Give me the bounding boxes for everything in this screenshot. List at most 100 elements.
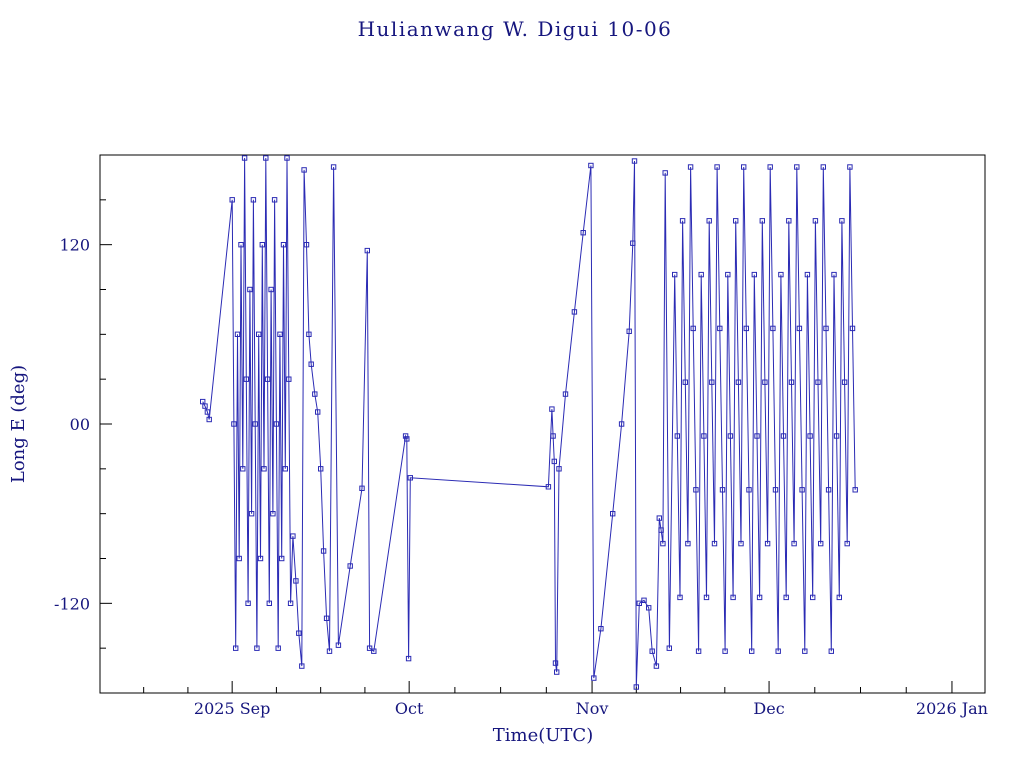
- data-point-marker: [844, 540, 850, 547]
- data-point-marker: [804, 271, 811, 278]
- data-point-marker: [786, 218, 792, 224]
- data-point-marker: [238, 242, 244, 248]
- data-point-marker: [550, 433, 556, 439]
- data-point-marker: [248, 511, 255, 517]
- data-point-marker: [653, 663, 660, 669]
- data-point-marker: [287, 600, 294, 606]
- data-point-marker: [549, 406, 555, 412]
- data-point-marker: [660, 540, 666, 547]
- data-series: [200, 155, 858, 690]
- data-point-marker: [236, 555, 242, 562]
- data-point-marker: [571, 309, 578, 315]
- data-point-marker: [754, 433, 760, 439]
- data-point-marker: [554, 669, 560, 675]
- data-point-marker: [312, 391, 318, 397]
- data-point-marker: [286, 376, 292, 382]
- x-tick-label: Nov: [576, 699, 609, 718]
- data-point-marker: [703, 594, 710, 601]
- data-point-marker: [727, 433, 734, 439]
- data-point-marker: [743, 325, 749, 332]
- data-point-marker: [794, 164, 800, 170]
- data-point-marker: [556, 466, 562, 472]
- x-tick-label: Oct: [395, 699, 424, 718]
- data-point-marker: [746, 487, 752, 493]
- x-tick-label: 2026 Jan: [916, 699, 988, 718]
- data-point-marker: [364, 247, 371, 254]
- data-point-marker: [335, 642, 342, 648]
- data-point-marker: [717, 325, 723, 332]
- data-point-marker: [618, 421, 625, 427]
- data-point-marker: [256, 331, 262, 338]
- data-point-marker: [706, 218, 712, 224]
- data-point-marker: [588, 162, 594, 169]
- data-point-marker: [775, 648, 781, 654]
- data-point-marker: [206, 416, 212, 423]
- data-point-marker: [259, 242, 266, 248]
- data-point-marker: [301, 167, 307, 173]
- data-point-marker: [257, 555, 264, 562]
- data-point-marker: [245, 600, 251, 606]
- data-point-marker: [551, 458, 557, 465]
- data-point-marker: [751, 271, 757, 278]
- data-point-marker: [759, 218, 765, 224]
- data-point-marker: [815, 379, 821, 385]
- data-point-marker: [552, 660, 559, 666]
- data-point-marker: [241, 155, 248, 161]
- data-point-marker: [690, 325, 696, 332]
- data-point-marker: [407, 475, 414, 481]
- data-point-marker: [719, 487, 726, 493]
- data-point-marker: [598, 626, 604, 632]
- data-point-marker: [204, 409, 211, 415]
- data-point-marker: [818, 540, 824, 547]
- data-point-marker: [263, 155, 269, 161]
- data-point-marker: [200, 398, 206, 405]
- data-point-marker: [799, 487, 805, 493]
- data-point-marker: [730, 594, 736, 601]
- data-point-marker: [366, 645, 373, 651]
- data-point-marker: [252, 421, 258, 427]
- data-point-marker: [641, 597, 647, 603]
- data-point-marker: [802, 648, 808, 654]
- data-point-marker: [234, 331, 241, 338]
- data-point-marker: [738, 540, 744, 547]
- data-point-marker: [770, 325, 776, 332]
- data-point-marker: [679, 218, 686, 224]
- data-point-marker: [836, 594, 842, 601]
- data-point-marker: [839, 218, 845, 224]
- data-point-marker: [764, 540, 771, 547]
- data-point-marker: [580, 230, 586, 236]
- data-point-marker: [796, 325, 803, 332]
- data-point-marker: [290, 533, 296, 539]
- data-point-marker: [282, 466, 289, 472]
- data-point-marker: [749, 648, 755, 654]
- data-point-marker: [277, 331, 283, 338]
- data-point-marker: [591, 675, 597, 681]
- data-point-marker: [682, 379, 688, 385]
- data-point-marker: [330, 164, 337, 170]
- data-point-marker: [756, 594, 763, 601]
- data-point-marker: [323, 615, 330, 621]
- data-point-marker: [810, 594, 816, 601]
- data-point-marker: [626, 328, 632, 335]
- data-point-marker: [791, 540, 797, 547]
- x-axis-label: Time(UTC): [493, 725, 593, 746]
- data-point-marker: [275, 645, 281, 651]
- data-point-marker: [849, 325, 856, 332]
- data-point-marker: [371, 648, 377, 654]
- data-point-marker: [636, 600, 642, 606]
- data-point-marker: [273, 421, 280, 427]
- data-point-marker: [778, 271, 784, 278]
- data-point-marker: [359, 485, 365, 492]
- data-point-marker: [780, 433, 787, 439]
- chart-title: Hulianwang W. Digui 10-06: [358, 17, 673, 41]
- data-point-marker: [308, 361, 314, 367]
- data-point-marker: [610, 511, 616, 517]
- data-point-marker: [240, 466, 246, 472]
- data-point-marker: [633, 684, 639, 690]
- data-point-marker: [733, 218, 739, 224]
- data-point-marker: [562, 391, 569, 397]
- x-tick-label: 2025 Sep: [194, 699, 270, 718]
- data-point-marker: [299, 663, 305, 669]
- data-point-marker: [741, 164, 747, 170]
